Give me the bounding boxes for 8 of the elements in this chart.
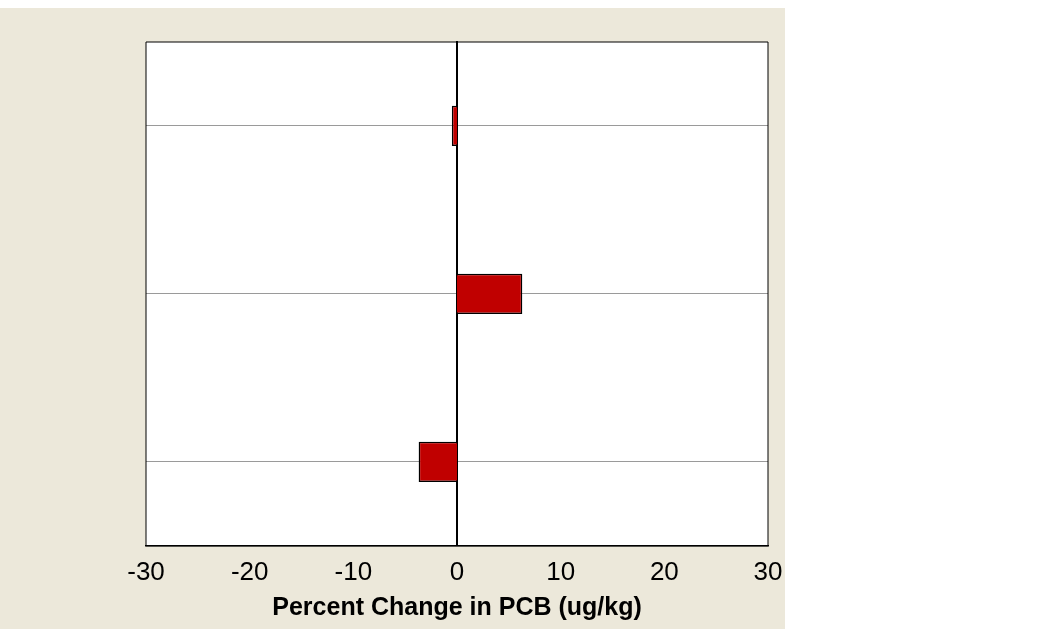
x-tick-label: 0 [449,555,465,586]
x-tick-label: -20 [230,555,269,586]
x-tick-label: 20 [649,555,679,586]
x-tick-label: 30 [753,555,783,586]
x-tick-label: -30 [127,555,165,586]
x-tick-label: 10 [546,555,576,586]
x-tick-label: -10 [334,555,373,586]
x-axis-title: Percent Change in PCB (ug/kg) [272,591,642,620]
